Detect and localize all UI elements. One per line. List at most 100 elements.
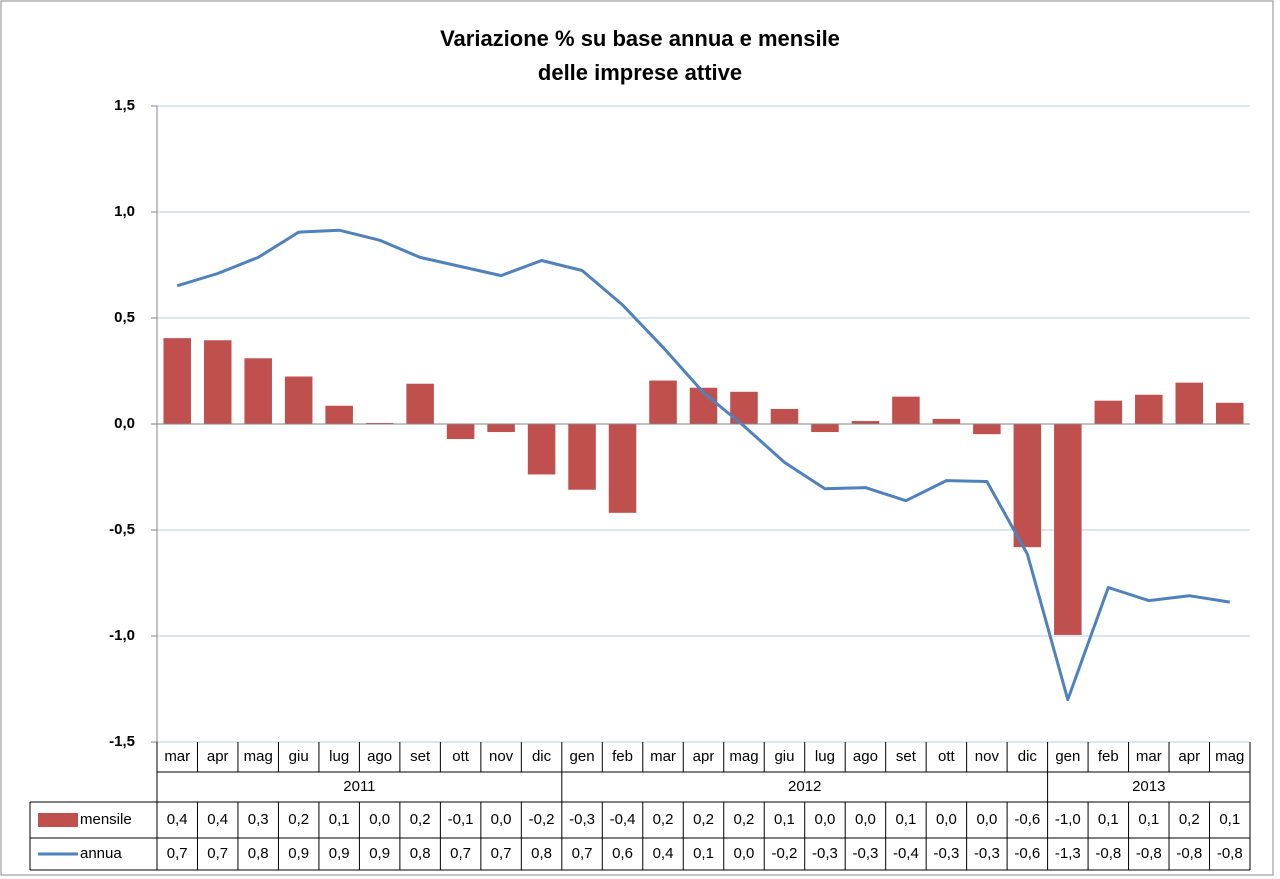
data-table-value: 0,3 bbox=[248, 811, 269, 828]
bar bbox=[608, 424, 637, 513]
bar bbox=[649, 380, 677, 424]
legend-key bbox=[38, 813, 78, 827]
bar bbox=[487, 424, 515, 433]
data-table-value: -0,3 bbox=[852, 845, 878, 862]
x-tick-label: set bbox=[410, 748, 431, 765]
data-table-value: 0,2 bbox=[410, 811, 431, 828]
x-tick-label: nov bbox=[489, 748, 514, 765]
data-table-value: -0,6 bbox=[1014, 811, 1040, 828]
y-tick-label: 1,5 bbox=[114, 97, 135, 114]
bar bbox=[1094, 400, 1123, 424]
data-table-value: 0,0 bbox=[815, 811, 836, 828]
data-table-value: 0,8 bbox=[410, 845, 431, 862]
bar bbox=[203, 340, 232, 424]
y-tick-label: 1,0 bbox=[114, 203, 135, 220]
data-table-value: -0,8 bbox=[1176, 845, 1202, 862]
x-tick-label: feb bbox=[612, 748, 633, 765]
data-table-value: -0,3 bbox=[933, 845, 959, 862]
bar bbox=[163, 338, 192, 424]
x-tick-label: nov bbox=[975, 748, 1000, 765]
data-table-value: 0,7 bbox=[167, 845, 188, 862]
x-tick-label: ott bbox=[452, 748, 470, 765]
x-tick-label: dic bbox=[1018, 748, 1038, 765]
x-tick-label: apr bbox=[1178, 748, 1200, 765]
data-table-value: 0,0 bbox=[936, 811, 957, 828]
data-table-value: 0,2 bbox=[288, 811, 309, 828]
data-table-value: -0,8 bbox=[1136, 845, 1162, 862]
data-table-value: 0,4 bbox=[207, 811, 228, 828]
legend-label: mensile bbox=[80, 811, 132, 828]
x-tick-label: mar bbox=[650, 748, 676, 765]
bar bbox=[1013, 424, 1042, 548]
bar bbox=[527, 424, 556, 475]
year-label: 2013 bbox=[1132, 778, 1165, 795]
bar bbox=[406, 383, 434, 424]
y-tick-label: 0,5 bbox=[114, 309, 135, 326]
x-tick-label: feb bbox=[1098, 748, 1119, 765]
x-tick-label: ago bbox=[853, 748, 878, 765]
bar bbox=[446, 424, 475, 440]
data-table-value: 0,2 bbox=[734, 811, 755, 828]
x-tick-label: set bbox=[896, 748, 917, 765]
data-table-value: 0,7 bbox=[450, 845, 471, 862]
bar bbox=[325, 405, 353, 424]
data-table-value: 0,0 bbox=[369, 811, 390, 828]
x-tick-label: lug bbox=[329, 748, 349, 765]
data-table-value: 0,8 bbox=[248, 845, 269, 862]
bar bbox=[1135, 394, 1163, 424]
x-tick-label: dic bbox=[532, 748, 552, 765]
data-table-value: 0,9 bbox=[329, 845, 350, 862]
x-tick-label: mar bbox=[1136, 748, 1162, 765]
bar bbox=[892, 396, 920, 424]
bar bbox=[244, 358, 272, 424]
bar bbox=[365, 422, 394, 424]
data-table-value: 0,2 bbox=[693, 811, 714, 828]
data-table-value: 0,8 bbox=[531, 845, 552, 862]
data-table-value: 0,4 bbox=[167, 811, 188, 828]
x-tick-label: giu bbox=[289, 748, 309, 765]
bar bbox=[811, 424, 839, 433]
data-table-value: -0,4 bbox=[893, 845, 919, 862]
chart-title: delle imprese attive bbox=[538, 60, 742, 85]
data-table-value: 0,1 bbox=[693, 845, 714, 862]
bar bbox=[1215, 402, 1244, 424]
data-table-value: 0,1 bbox=[895, 811, 916, 828]
legend-label: annua bbox=[80, 845, 122, 862]
line bbox=[176, 228, 1231, 702]
data-table-value: -1,0 bbox=[1055, 811, 1081, 828]
data-table-value: 0,7 bbox=[572, 845, 593, 862]
data-table-value: -0,3 bbox=[974, 845, 1000, 862]
data-table-value: 0,1 bbox=[1098, 811, 1119, 828]
y-tick-label: -1,0 bbox=[109, 627, 135, 644]
bar bbox=[1175, 382, 1204, 424]
data-table-value: -0,6 bbox=[1014, 845, 1040, 862]
x-tick-label: apr bbox=[693, 748, 715, 765]
data-table-value: -0,2 bbox=[529, 811, 555, 828]
y-tick-label: 0,0 bbox=[114, 415, 135, 432]
data-table-value: 0,1 bbox=[1138, 811, 1159, 828]
year-label: 2012 bbox=[788, 778, 821, 795]
x-tick-label: mag bbox=[729, 748, 758, 765]
data-table-value: 0,7 bbox=[491, 845, 512, 862]
x-tick-label: gen bbox=[570, 748, 595, 765]
data-table-value: 0,2 bbox=[1179, 811, 1200, 828]
bar bbox=[770, 408, 799, 424]
data-table-value: -0,4 bbox=[610, 811, 636, 828]
x-tick-label: giu bbox=[774, 748, 794, 765]
bar bbox=[932, 418, 961, 424]
bar bbox=[851, 421, 880, 424]
data-table-value: 0,0 bbox=[491, 811, 512, 828]
x-tick-label: gen bbox=[1055, 748, 1080, 765]
data-table-value: 0,2 bbox=[653, 811, 674, 828]
data-table-value: 0,1 bbox=[1219, 811, 1240, 828]
data-table-value: -0,3 bbox=[569, 811, 595, 828]
data-table-value: -0,8 bbox=[1095, 845, 1121, 862]
data-table-value: 0,4 bbox=[653, 845, 674, 862]
chart-title: Variazione % su base annua e mensile bbox=[440, 26, 840, 51]
data-table-value: 0,9 bbox=[369, 845, 390, 862]
data-table-value: 0,1 bbox=[774, 811, 795, 828]
data-table-value: 0,1 bbox=[329, 811, 350, 828]
data-table-value: 0,7 bbox=[207, 845, 228, 862]
data-table-value: 0,9 bbox=[288, 845, 309, 862]
